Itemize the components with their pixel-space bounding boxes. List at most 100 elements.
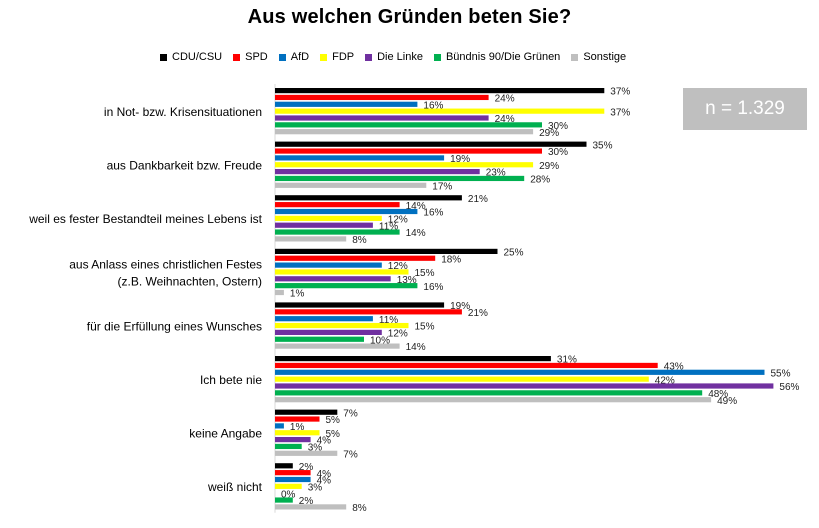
bar (275, 497, 293, 503)
bar (275, 202, 400, 208)
legend-item: Die Linke (365, 51, 423, 63)
bar (275, 169, 480, 175)
category-label-line: in Not- bzw. Krisensituationen (104, 105, 262, 119)
bar (275, 309, 462, 315)
bar-value-label: 48% (708, 389, 728, 400)
bar-value-label: 23% (486, 168, 506, 179)
category-label-line: keine Angabe (189, 427, 262, 441)
bar-value-label: 5% (326, 429, 341, 440)
legend-swatch (320, 53, 328, 61)
bar (275, 416, 320, 422)
bar (275, 222, 373, 228)
bar-value-label: 16% (423, 208, 443, 219)
category-label: aus Anlass eines christlichen Festes (z.B… (69, 257, 262, 288)
bar-value-label: 15% (415, 268, 435, 279)
bar (275, 229, 400, 235)
bar-value-label: 12% (388, 329, 408, 340)
bar (275, 336, 364, 342)
bar (275, 316, 373, 322)
bar (275, 283, 418, 289)
legend-label: CDU/CSU (172, 51, 223, 63)
bar-value-label: 25% (504, 248, 524, 259)
bar (275, 423, 284, 429)
category-label: weiß nicht (207, 480, 263, 494)
bar (275, 101, 418, 107)
category-label: für die Erfüllung eines Wunsches (87, 319, 262, 333)
bar (275, 248, 498, 254)
bar (275, 262, 382, 268)
bar-value-label: 29% (539, 161, 559, 172)
bar-value-label: 11% (379, 221, 398, 232)
bar-value-label: 1% (290, 422, 305, 433)
bar (275, 122, 542, 128)
bar-value-label: 11% (379, 315, 398, 326)
legend-label: Die Linke (377, 51, 423, 63)
bar (275, 155, 445, 161)
bar-value-label: 8% (352, 235, 367, 246)
bar (275, 141, 587, 147)
bar (275, 343, 400, 349)
bar (275, 376, 649, 382)
category-label-line: für die Erfüllung eines Wunsches (87, 319, 262, 333)
bar-value-label: 2% (299, 496, 314, 507)
bar-value-label: 24% (495, 114, 515, 125)
bar (275, 430, 320, 436)
bar (275, 236, 347, 242)
bar (275, 148, 542, 154)
bar-value-label: 7% (343, 408, 358, 419)
bar-value-label: 8% (352, 503, 367, 514)
bar-value-label: 1% (290, 289, 305, 300)
bar-value-label: 28% (530, 175, 550, 186)
bar-value-label: 12% (388, 214, 408, 225)
bar (275, 450, 338, 456)
bar-value-label: 4% (317, 469, 332, 480)
bar-value-label: 55% (771, 368, 791, 379)
bar (275, 369, 765, 375)
legend-swatch (233, 53, 241, 61)
bar-value-label: 19% (450, 301, 470, 312)
bar-value-label: 30% (548, 147, 568, 158)
bar (275, 269, 409, 275)
category-label-line: weiß nicht (207, 480, 263, 494)
bar-value-label: 3% (308, 443, 323, 454)
bar-value-label: 42% (655, 375, 675, 386)
bar-value-label: 14% (406, 201, 426, 212)
bar-value-label: 3% (308, 482, 323, 493)
bar (275, 390, 703, 396)
bar-value-label: 16% (423, 282, 443, 293)
legend-swatch (365, 53, 373, 61)
category-label-line: (z.B. Weihnachten, Ostern) (117, 274, 262, 288)
bar-value-label: 21% (468, 308, 488, 319)
category-label: in Not- bzw. Krisensituationen (104, 105, 262, 119)
legend-item: Bündnis 90/Die Grünen (433, 51, 560, 63)
legend: CDU/CSU SPD AfD FDP Die Linke Bündnis 90/Die … (160, 50, 637, 64)
legend-label: AfD (290, 51, 310, 63)
bar-value-label: 4% (317, 476, 332, 487)
category-label-line: aus Dankbarkeit bzw. Freude (107, 159, 263, 173)
bar-value-label: 37% (610, 87, 630, 98)
legend-item: AfD (278, 51, 310, 63)
legend-item: CDU/CSU (160, 51, 222, 63)
bar (275, 329, 382, 335)
category-label: weil es fester Bestandteil meines Lebens… (28, 212, 262, 226)
bar-value-label: 14% (406, 228, 426, 239)
bar-value-label: 29% (539, 128, 559, 139)
sample-size-badge: n = 1.329 (683, 88, 807, 130)
bar (275, 476, 311, 483)
category-label: aus Dankbarkeit bzw. Freude (107, 159, 263, 173)
category-label-line: aus Anlass eines christlichen Festes (69, 257, 262, 271)
legend-swatch (160, 53, 167, 61)
bar (275, 356, 551, 362)
legend-swatch (571, 53, 579, 61)
bar (275, 195, 462, 201)
bar (275, 463, 293, 469)
bar-value-label: 0% (281, 489, 296, 500)
bar (275, 162, 534, 168)
legend-label: SPD (245, 51, 268, 63)
bar-value-label: 31% (557, 355, 577, 366)
bar (275, 483, 302, 489)
bar (275, 409, 338, 415)
bar (275, 94, 489, 101)
bar-value-label: 43% (664, 362, 684, 373)
